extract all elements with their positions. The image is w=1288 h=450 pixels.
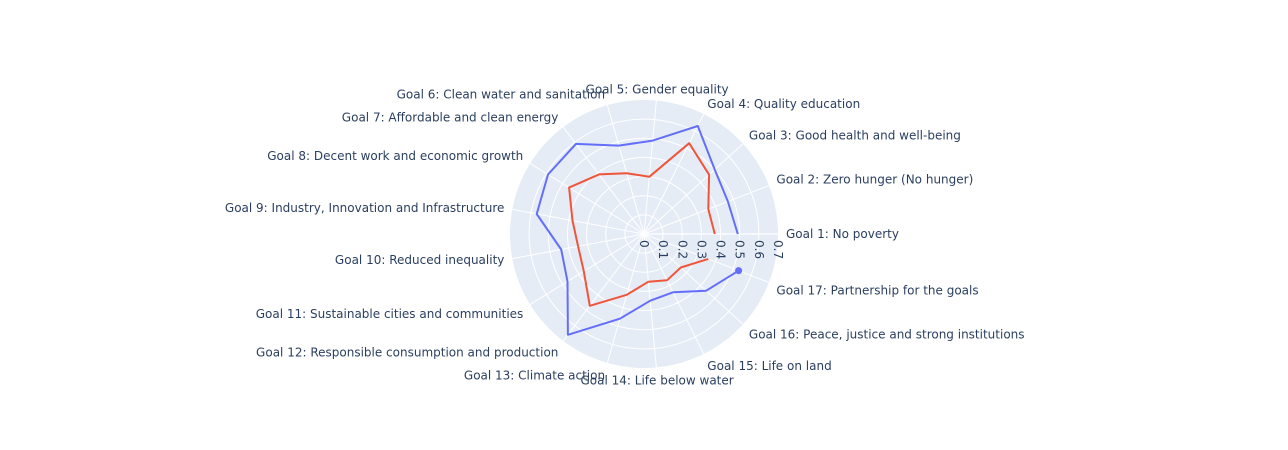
angular-grid-line bbox=[606, 233, 645, 364]
category-labels: Goal 1: No poverty Goal 2: Zero hunger (N… bbox=[225, 83, 1025, 388]
category-label: Goal 8: Decent work and economic growth bbox=[267, 149, 523, 163]
category-label: Goal 14: Life below water bbox=[580, 373, 733, 387]
category-label: Goal 10: Reduced inequality bbox=[335, 253, 504, 267]
category-label: Goal 16: Peace, justice and strong insti… bbox=[749, 328, 1025, 342]
category-label: Goal 7: Affordable and clean energy bbox=[342, 111, 559, 125]
radial-tick-label: 0.5 bbox=[733, 240, 747, 259]
radial-tick-label: 0.3 bbox=[694, 240, 708, 259]
series-1-line bbox=[535, 125, 740, 336]
category-label: Goal 12: Responsible consumption and pro… bbox=[256, 345, 558, 359]
category-label: Goal 1: No poverty bbox=[786, 227, 899, 241]
angular-grid-line bbox=[529, 233, 645, 305]
series-layer bbox=[535, 125, 743, 336]
category-label: Goal 6: Clean water and sanitation bbox=[397, 87, 606, 101]
category-label: Goal 4: Quality education bbox=[707, 97, 860, 111]
category-label: Goal 9: Industry, Innovation and Infrast… bbox=[225, 201, 504, 215]
angular-grid-line bbox=[643, 233, 705, 355]
category-label: Goal 5: Gender equality bbox=[586, 83, 729, 97]
category-label: Goal 3: Good health and well-being bbox=[749, 128, 961, 142]
category-label: Goal 13: Climate action bbox=[464, 369, 605, 383]
angular-grid-line bbox=[643, 233, 770, 283]
radial-tick-label: 0 bbox=[637, 240, 651, 248]
category-label: Goal 15: Life on land bbox=[707, 359, 831, 373]
radial-tick-label: 0.1 bbox=[656, 240, 670, 259]
radial-tick-label: 0.7 bbox=[771, 240, 785, 259]
radial-axis-ticks: 0 0.1 0.2 0.3 0.4 0.5 0.6 0.7 bbox=[637, 240, 785, 259]
angular-grid-line bbox=[643, 233, 744, 325]
angular-grid-line bbox=[562, 233, 645, 342]
angular-grid-line bbox=[606, 104, 645, 235]
angular-grid-line bbox=[512, 208, 645, 235]
radial-tick-label: 0.4 bbox=[714, 240, 728, 259]
series-2-line bbox=[568, 142, 716, 307]
radial-tick-label: 0.2 bbox=[675, 240, 689, 259]
angular-grid-line bbox=[643, 100, 657, 235]
angular-grid bbox=[512, 100, 778, 368]
category-label: Goal 11: Sustainable cities and communit… bbox=[256, 307, 524, 321]
category-label: Goal 2: Zero hunger (No hunger) bbox=[776, 173, 973, 187]
radial-tick-label: 0.6 bbox=[752, 240, 766, 259]
category-label: Goal 17: Partnership for the goals bbox=[776, 283, 978, 297]
angular-grid-line bbox=[529, 163, 645, 235]
angular-grid-line bbox=[643, 113, 705, 235]
angular-grid-line bbox=[643, 143, 744, 235]
series-1-end-marker bbox=[735, 267, 743, 275]
angular-grid-line bbox=[643, 185, 770, 235]
